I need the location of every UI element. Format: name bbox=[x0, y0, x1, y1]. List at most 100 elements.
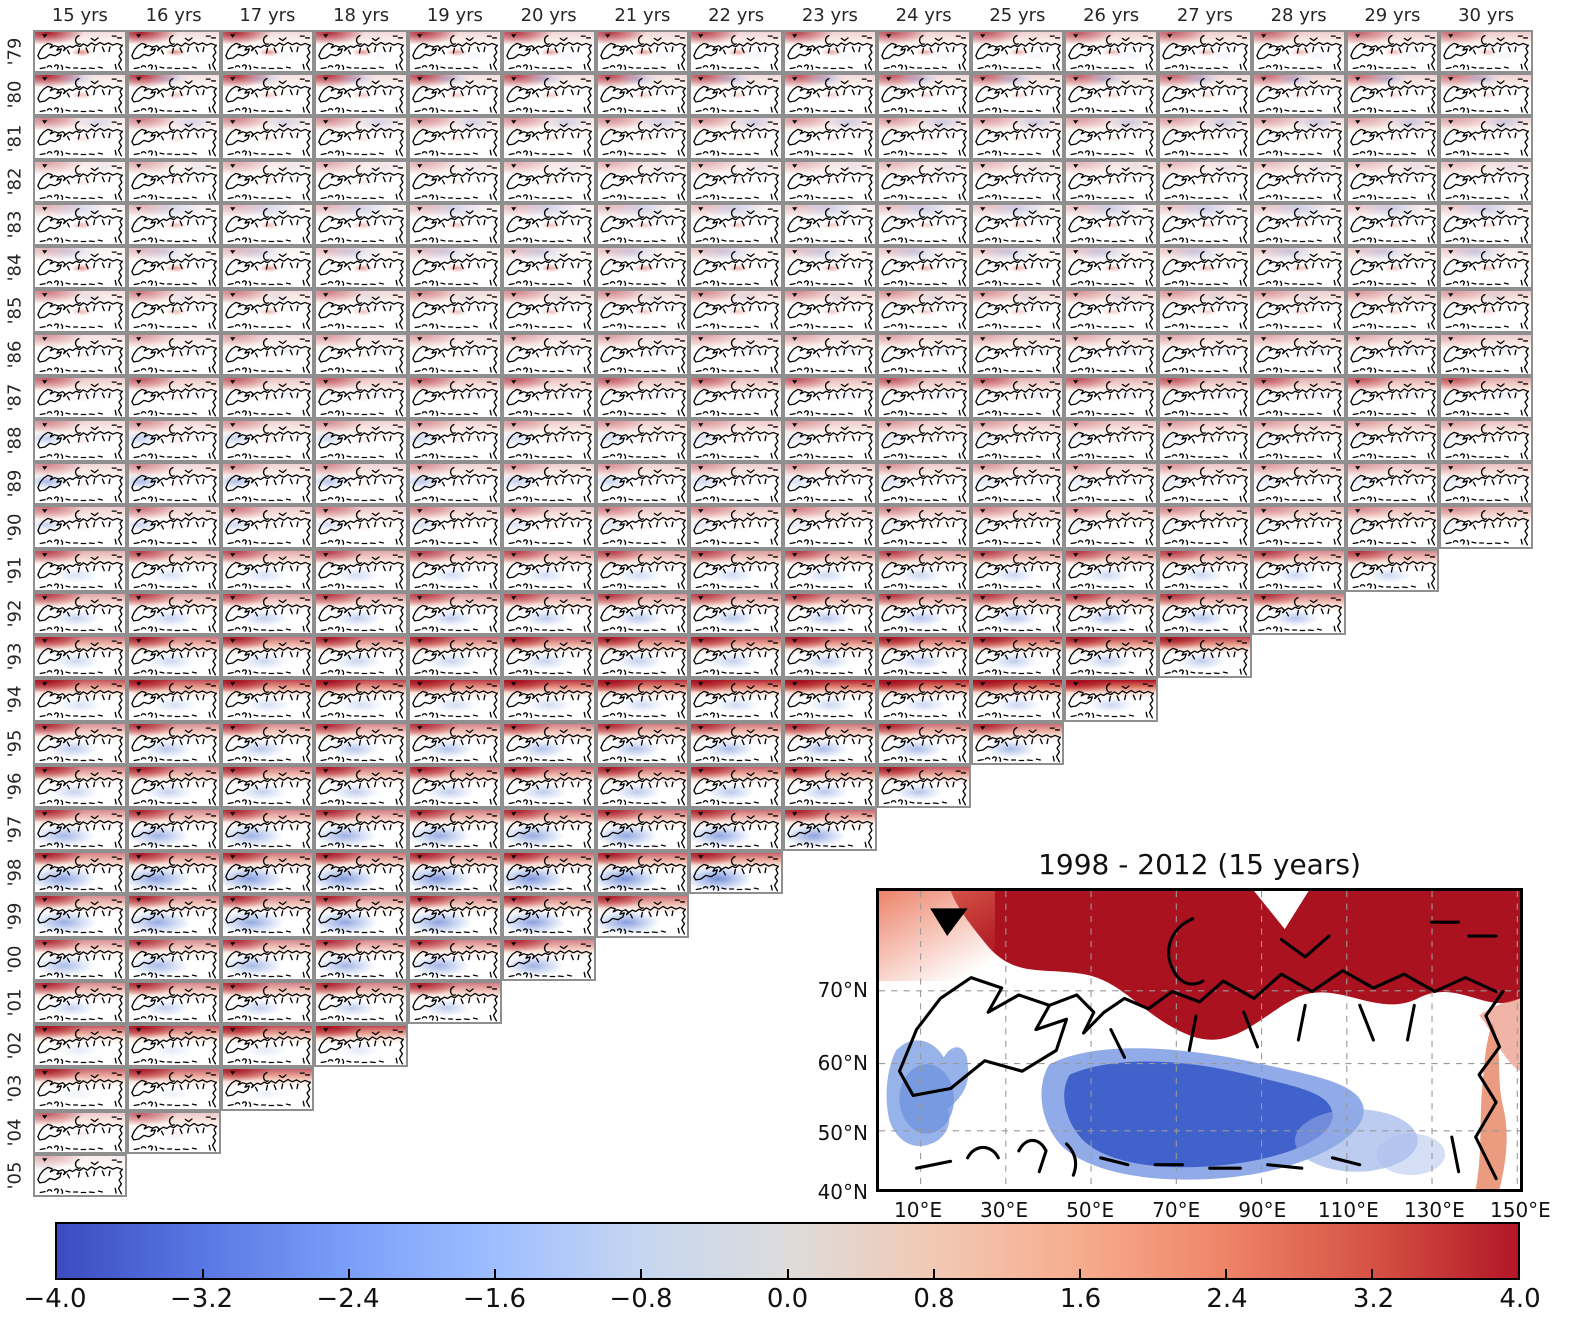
coastline-map bbox=[785, 378, 875, 417]
column-header: 20 yrs bbox=[520, 5, 577, 26]
coastline-map bbox=[410, 983, 500, 1022]
colorbar-tick-label: 0.8 bbox=[913, 1284, 955, 1314]
coastline-map bbox=[1160, 421, 1250, 460]
map-panel bbox=[126, 1024, 221, 1068]
map-panel bbox=[314, 980, 408, 1025]
row-label: '83 bbox=[0, 203, 30, 246]
coastline-map bbox=[35, 637, 125, 676]
coastline-map bbox=[1254, 248, 1344, 287]
map-panel bbox=[783, 159, 877, 203]
map-panel bbox=[1439, 116, 1533, 160]
coastline-map bbox=[410, 896, 500, 935]
coastline-map bbox=[598, 853, 688, 892]
coastline-map bbox=[129, 1069, 219, 1108]
map-panel bbox=[220, 807, 315, 852]
coastline-map bbox=[879, 421, 969, 460]
map-panel bbox=[970, 202, 1065, 247]
map-panel bbox=[595, 332, 690, 376]
map-panel bbox=[689, 202, 783, 247]
row-label-text: '79 bbox=[4, 37, 26, 66]
coastline-map bbox=[1441, 162, 1531, 201]
map-panel bbox=[970, 30, 1065, 74]
map-panel bbox=[408, 30, 502, 74]
coastline-map bbox=[1348, 291, 1438, 330]
map-panel bbox=[501, 764, 596, 808]
coastline-map bbox=[129, 205, 219, 244]
coastline-map bbox=[1066, 421, 1156, 460]
coastline-map bbox=[1254, 118, 1344, 157]
map-panel bbox=[1158, 462, 1252, 506]
map-panel bbox=[595, 462, 690, 506]
coastline-map bbox=[785, 118, 875, 157]
row-label: '96 bbox=[0, 765, 30, 808]
colorbar-tick bbox=[494, 1269, 497, 1278]
coastline-map bbox=[598, 378, 688, 417]
map-panel bbox=[220, 1024, 315, 1068]
colorbar bbox=[55, 1222, 1520, 1280]
map-panel bbox=[126, 764, 221, 808]
coastline-map bbox=[1160, 118, 1250, 157]
row-label: '88 bbox=[0, 419, 30, 462]
map-panel bbox=[783, 678, 877, 722]
coastline-map bbox=[410, 335, 500, 374]
coastline-map bbox=[410, 853, 500, 892]
map-panel bbox=[501, 289, 596, 333]
coastline-map bbox=[879, 32, 969, 71]
coastline-map bbox=[316, 464, 406, 503]
map-panel bbox=[1345, 30, 1440, 74]
coastline-map bbox=[691, 767, 781, 806]
coastline-map bbox=[129, 983, 219, 1022]
map-panel bbox=[970, 159, 1065, 203]
map-panel bbox=[33, 1067, 127, 1111]
coastline-map bbox=[129, 32, 219, 71]
inset-title: 1998 - 2012 (15 years) bbox=[1038, 848, 1361, 881]
coastline-map bbox=[1348, 205, 1438, 244]
coastline-map bbox=[691, 248, 781, 287]
coastline-map bbox=[410, 464, 500, 503]
map-panel bbox=[1158, 548, 1252, 592]
coastline-map bbox=[598, 32, 688, 71]
coastline-map bbox=[1160, 464, 1250, 503]
coastline-map bbox=[316, 551, 406, 590]
coastline-map bbox=[785, 335, 875, 374]
map-panel bbox=[126, 807, 221, 852]
map-panel bbox=[595, 591, 690, 636]
row-label-text: '92 bbox=[4, 599, 26, 628]
coastline-map bbox=[598, 767, 688, 806]
map-panel bbox=[970, 375, 1065, 419]
map-panel bbox=[1251, 202, 1346, 247]
map-panel bbox=[314, 159, 408, 203]
coastline-map bbox=[316, 896, 406, 935]
map-panel bbox=[689, 246, 783, 290]
coastline-map bbox=[35, 118, 125, 157]
coastline-map bbox=[879, 205, 969, 244]
coastline-map bbox=[598, 205, 688, 244]
coastline-map bbox=[1066, 32, 1156, 71]
lat-tick-label: 70°N bbox=[817, 977, 868, 1002]
map-panel bbox=[783, 591, 877, 636]
map-panel bbox=[876, 591, 971, 636]
map-panel bbox=[783, 764, 877, 808]
row-label-text: '97 bbox=[4, 815, 26, 844]
row-label: '89 bbox=[0, 462, 30, 505]
map-panel bbox=[1345, 332, 1440, 376]
map-panel bbox=[220, 505, 315, 549]
map-panel bbox=[595, 678, 690, 722]
map-panel bbox=[1064, 591, 1158, 636]
map-panel bbox=[501, 116, 596, 160]
map-panel bbox=[408, 332, 502, 376]
coastline-map bbox=[316, 940, 406, 979]
map-panel bbox=[783, 332, 877, 376]
row-label: '92 bbox=[0, 592, 30, 635]
coastline-map bbox=[1254, 507, 1344, 546]
coastline-map bbox=[223, 32, 313, 71]
coastline-map bbox=[973, 551, 1063, 590]
map-panel bbox=[595, 202, 690, 247]
map-panel bbox=[408, 375, 502, 419]
coastline-map bbox=[410, 162, 500, 201]
row-label-text: '84 bbox=[4, 253, 26, 282]
coastline-map bbox=[879, 75, 969, 114]
map-panel bbox=[1251, 30, 1346, 74]
coastline-map bbox=[598, 118, 688, 157]
column-header: 30 yrs bbox=[1458, 5, 1515, 26]
